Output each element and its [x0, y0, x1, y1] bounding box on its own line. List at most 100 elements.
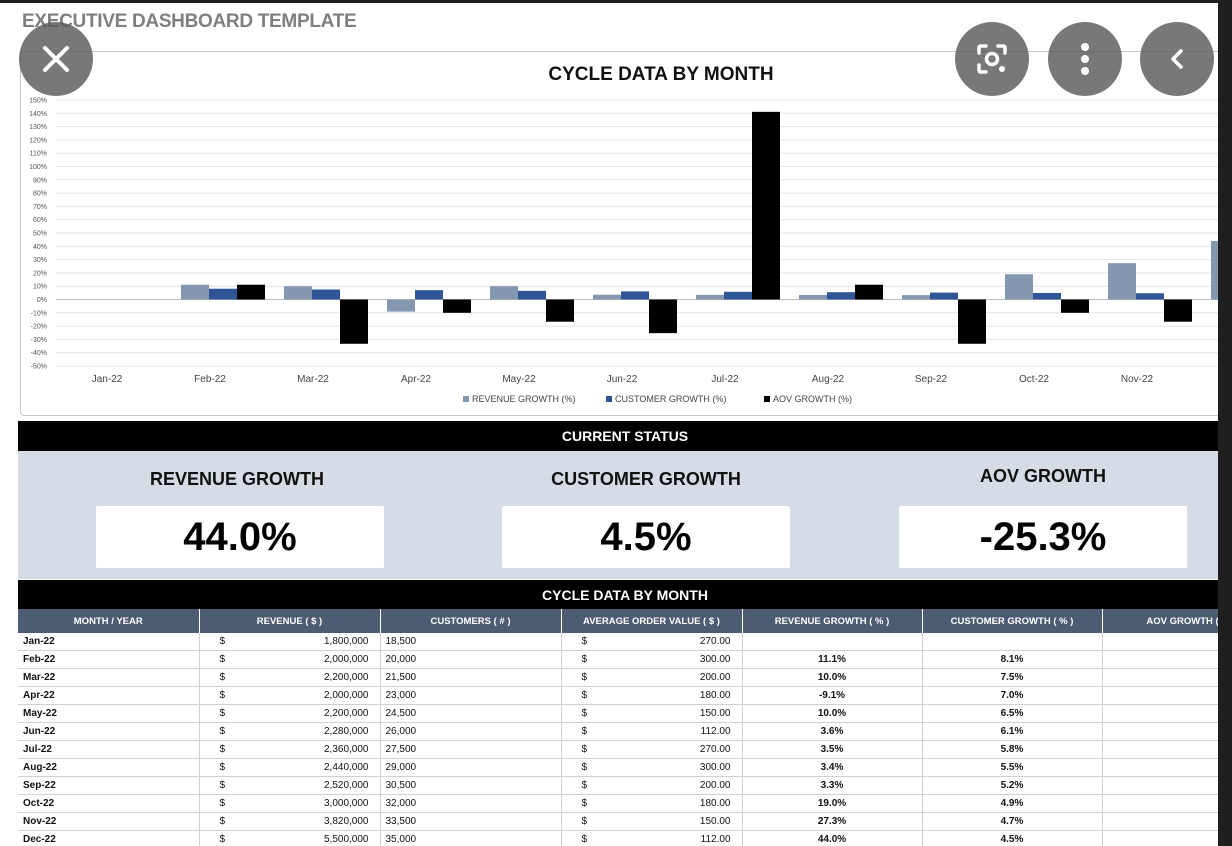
- more-vertical-icon: [1081, 43, 1089, 75]
- currency-symbol: $: [581, 816, 588, 827]
- cell-month: Jan-22: [18, 633, 200, 651]
- cell-revenue: $2,000,000: [199, 650, 381, 669]
- close-button[interactable]: [19, 22, 93, 96]
- aov-amount: 112.00: [700, 834, 731, 845]
- cell-aov-growth: 141.1%: [1102, 740, 1218, 759]
- table-header-row: MONTH / YEAR REVENUE ( $ ) CUSTOMERS ( #…: [18, 609, 1218, 633]
- aov-amount: 300.00: [699, 762, 731, 773]
- cell-month: Apr-22: [18, 686, 200, 705]
- cell-aov: $180.00: [561, 794, 743, 813]
- cell-customer-growth: 6.1%: [922, 722, 1103, 741]
- cell-customer-growth: 7.5%: [922, 668, 1103, 687]
- cell-aov: $270.00: [561, 633, 743, 651]
- revenue-amount: 2,280,000: [324, 726, 369, 737]
- revenue-amount: 2,000,000: [324, 690, 369, 701]
- currency-symbol: $: [219, 744, 226, 755]
- back-button[interactable]: [1140, 22, 1214, 96]
- cell-customer-growth: 5.5%: [922, 758, 1103, 777]
- cell-month: May-22: [18, 704, 200, 723]
- cell-customers: 35,000: [380, 830, 562, 846]
- back-arrow-icon: [1171, 49, 1183, 69]
- current-status-panel: REVENUE GROWTH 44.0% CUSTOMER GROWTH 4.5…: [18, 451, 1218, 579]
- kpi-customer-growth-value: 4.5%: [502, 506, 790, 568]
- table-row: Oct-22$3,000,00032,000$180.0019.0%4.9%-1…: [18, 794, 1218, 813]
- bar-dec-22-s0: [1211, 240, 1218, 300]
- cell-revenue-growth: 3.4%: [742, 758, 923, 777]
- cell-aov-growth: -16.7%: [1102, 812, 1218, 831]
- cell-aov-growth: -10.0%: [1102, 794, 1218, 813]
- cell-aov: $300.00: [561, 758, 743, 777]
- y-tick-label: 130%: [29, 124, 47, 131]
- cycle-data-table: MONTH / YEAR REVENUE ( $ ) CUSTOMERS ( #…: [18, 609, 1218, 846]
- currency-symbol: $: [219, 726, 226, 737]
- cell-aov: $200.00: [561, 776, 743, 795]
- bar-aug-22-s1: [827, 292, 855, 300]
- table-row: Sep-22$2,520,00030,500$200.003.3%5.2%-33…: [18, 776, 1218, 795]
- close-icon: [43, 46, 69, 72]
- table-row: Jul-22$2,360,00027,500$270.003.5%5.8%141…: [18, 740, 1218, 759]
- lens-search-icon: [977, 44, 1007, 74]
- cell-aov-growth: -33.3%: [1102, 776, 1218, 795]
- cell-revenue: $2,200,000: [199, 668, 381, 687]
- x-tick-label: Feb-22: [194, 374, 226, 385]
- cell-revenue: $2,520,000: [199, 776, 381, 795]
- y-tick-label: 40%: [33, 244, 47, 251]
- bar-apr-22-s2: [443, 299, 471, 313]
- cell-aov: $270.00: [561, 740, 743, 759]
- cell-month: Oct-22: [18, 794, 200, 813]
- cell-aov-growth: 11.1%: [1102, 650, 1218, 669]
- cell-customer-growth: 6.5%: [922, 704, 1103, 723]
- legend-swatch: [463, 396, 469, 402]
- bar-sep-22-s2: [958, 299, 986, 344]
- cell-month: Feb-22: [18, 650, 200, 669]
- currency-symbol: $: [581, 654, 588, 665]
- bar-mar-22-s1: [312, 289, 340, 300]
- currency-symbol: $: [219, 762, 226, 773]
- more-options-button[interactable]: [1048, 22, 1122, 96]
- cell-month: Aug-22: [18, 758, 200, 777]
- legend-swatch: [606, 396, 612, 402]
- aov-amount: 150.00: [699, 708, 731, 719]
- revenue-amount: 2,360,000: [324, 744, 369, 755]
- currency-symbol: $: [219, 798, 226, 809]
- cell-revenue: $2,000,000: [199, 686, 381, 705]
- x-tick-label: Nov-22: [1121, 374, 1154, 385]
- bar-jul-22-s2: [752, 111, 780, 300]
- x-tick-label: Aug-22: [812, 374, 845, 385]
- table-row: Feb-22$2,000,00020,000$300.0011.1%8.1%11…: [18, 650, 1218, 669]
- table-row: Aug-22$2,440,00029,000$300.003.4%5.5%11.…: [18, 758, 1218, 777]
- aov-amount: 270.00: [699, 744, 731, 755]
- y-tick-label: 80%: [33, 191, 47, 198]
- cell-revenue-growth: 10.0%: [742, 668, 923, 687]
- bar-apr-22-s1: [415, 290, 443, 300]
- bar-oct-22-s1: [1033, 292, 1061, 300]
- cell-revenue-growth: [742, 633, 923, 651]
- kpi-revenue-growth-value: 44.0%: [96, 506, 384, 568]
- aov-amount: 112.00: [700, 726, 731, 737]
- currency-symbol: $: [219, 690, 226, 701]
- y-tick-label: 90%: [33, 177, 47, 184]
- cell-revenue: $1,800,000: [199, 633, 381, 651]
- y-tick-label: 50%: [33, 231, 47, 238]
- revenue-amount: 3,000,000: [324, 798, 369, 809]
- bar-sep-22-s1: [930, 292, 958, 300]
- table-row: Nov-22$3,820,00033,500$150.0027.3%4.7%-1…: [18, 812, 1218, 831]
- cell-customer-growth: 4.5%: [922, 830, 1103, 846]
- bar-jun-22-s1: [621, 291, 649, 300]
- y-tick-label: -20%: [31, 324, 47, 331]
- bar-mar-22-s2: [340, 299, 368, 344]
- table-row: Mar-22$2,200,00021,500$200.0010.0%7.5%-3…: [18, 668, 1218, 687]
- aov-amount: 300.00: [699, 654, 731, 665]
- cell-revenue-growth: 3.5%: [742, 740, 923, 759]
- cell-aov: $180.00: [561, 686, 743, 705]
- y-tick-label: 140%: [29, 111, 47, 118]
- cell-revenue-growth: 3.6%: [742, 722, 923, 741]
- lens-search-button[interactable]: [955, 22, 1029, 96]
- cell-customers: 30,500: [380, 776, 562, 795]
- legend-swatch: [764, 396, 770, 402]
- chart-title: CYCLE DATA BY MONTH: [548, 64, 774, 85]
- revenue-amount: 2,000,000: [324, 654, 369, 665]
- y-tick-label: 60%: [33, 217, 47, 224]
- col-header-revenue: REVENUE ( $ ): [199, 609, 381, 633]
- cell-revenue: $3,820,000: [199, 812, 381, 831]
